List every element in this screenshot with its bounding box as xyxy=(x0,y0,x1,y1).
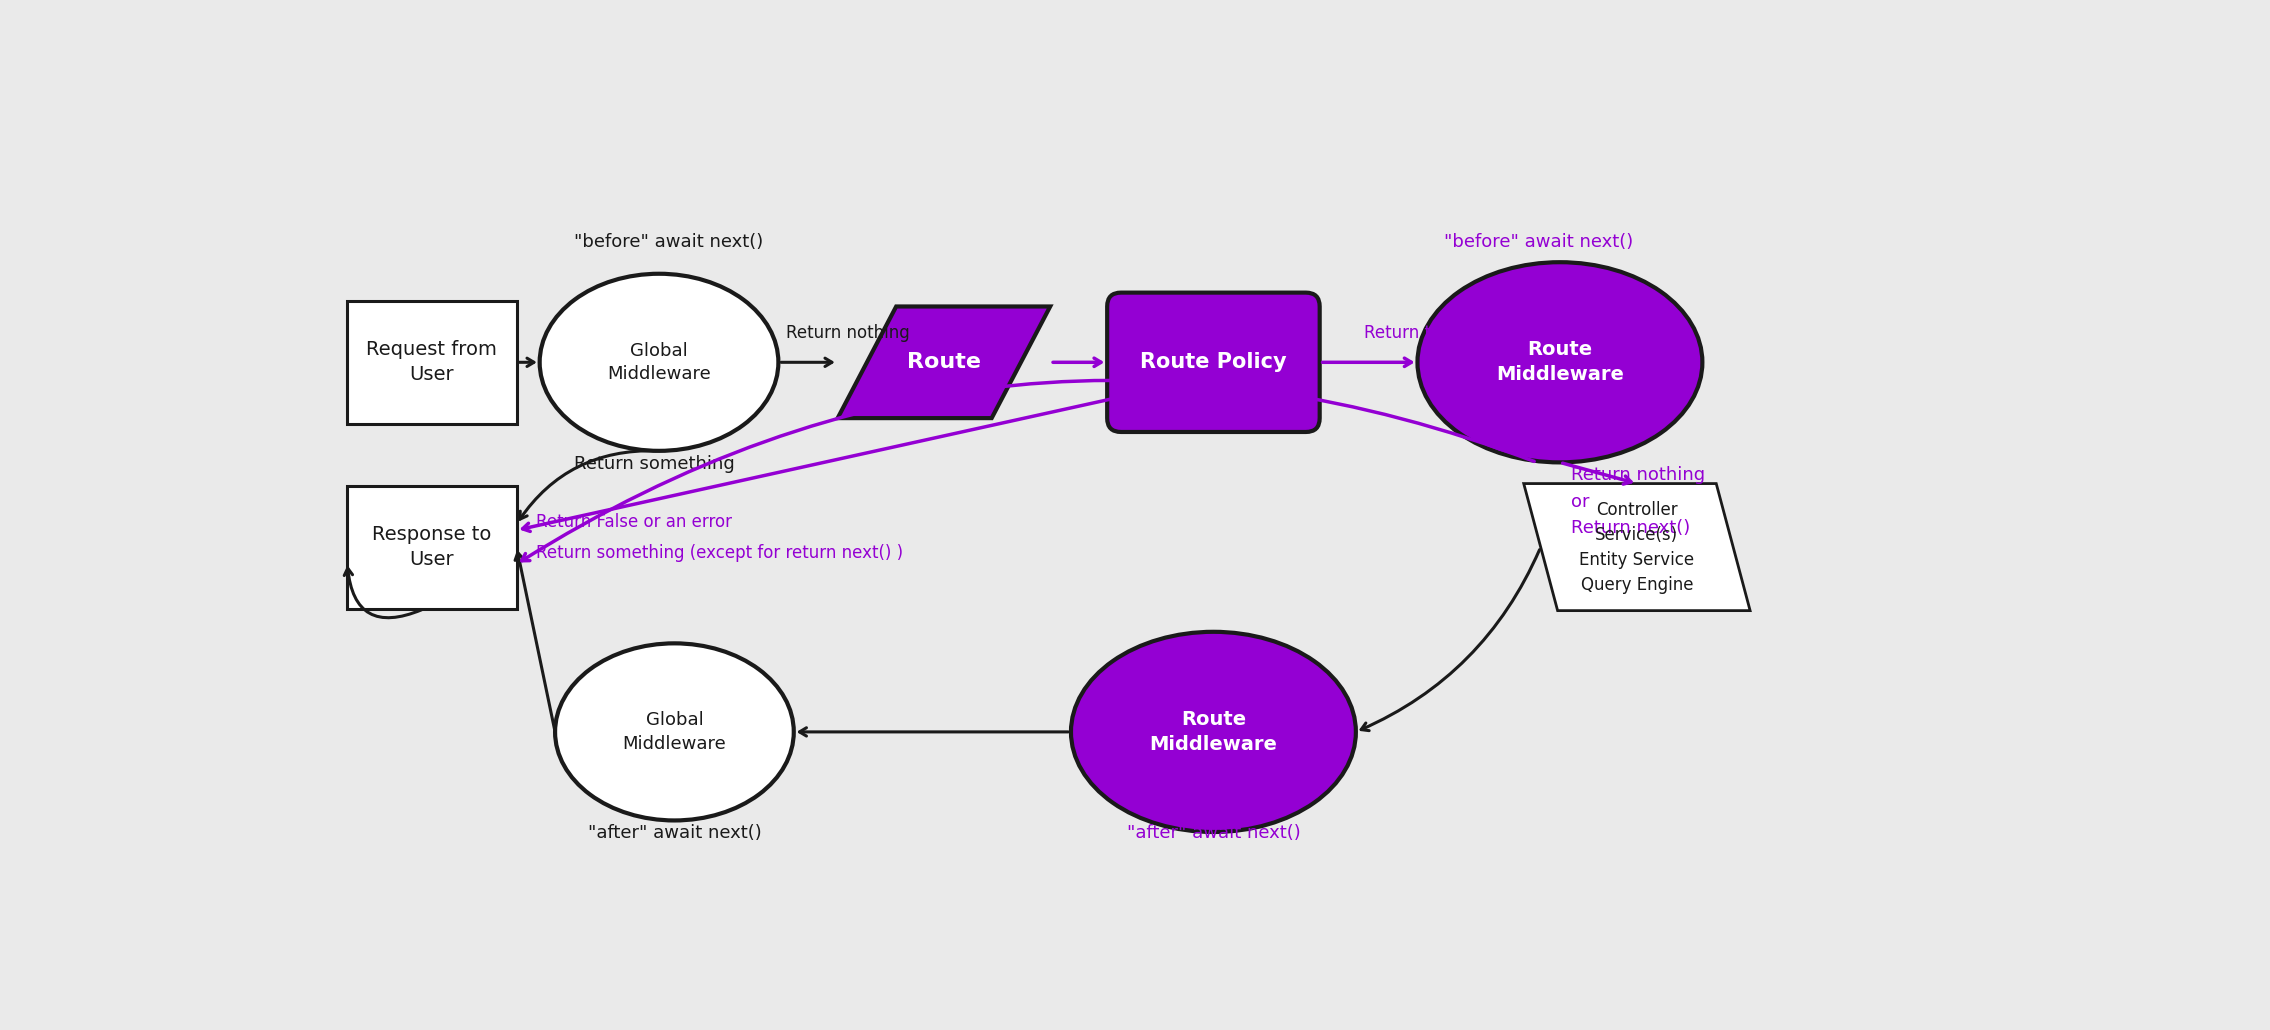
Text: Return something (except for return next() ): Return something (except for return next… xyxy=(536,544,903,562)
Text: Route: Route xyxy=(908,352,981,372)
Ellipse shape xyxy=(1416,263,1702,462)
Text: Return nothing
or
Return next(): Return nothing or Return next() xyxy=(1571,467,1705,537)
Polygon shape xyxy=(1523,483,1750,611)
Text: Global
Middleware: Global Middleware xyxy=(622,711,726,753)
Text: "after" await next(): "after" await next() xyxy=(588,824,760,843)
Text: Response to
User: Response to User xyxy=(372,525,493,570)
Text: Return something: Return something xyxy=(574,454,735,473)
Ellipse shape xyxy=(1071,631,1355,832)
Text: Return true: Return true xyxy=(1364,323,1457,342)
Text: "before" await next(): "before" await next() xyxy=(1444,233,1634,250)
Text: "before" await next(): "before" await next() xyxy=(574,233,763,250)
Text: Global
Middleware: Global Middleware xyxy=(606,342,711,383)
Ellipse shape xyxy=(540,274,779,451)
Text: Route
Middleware: Route Middleware xyxy=(1149,710,1278,754)
FancyBboxPatch shape xyxy=(347,485,518,609)
Text: Return False or an error: Return False or an error xyxy=(536,514,731,531)
Text: Request from
User: Request from User xyxy=(365,340,497,384)
Text: "after" await next(): "after" await next() xyxy=(1126,824,1301,843)
Text: Route
Middleware: Route Middleware xyxy=(1496,340,1623,384)
Polygon shape xyxy=(838,307,1051,418)
Text: Return nothing: Return nothing xyxy=(785,323,910,342)
FancyBboxPatch shape xyxy=(1108,293,1319,432)
Text: Route Policy: Route Policy xyxy=(1140,352,1287,372)
Text: Controller
Service(s)
Entity Service
Query Engine: Controller Service(s) Entity Service Que… xyxy=(1580,501,1693,593)
FancyBboxPatch shape xyxy=(347,301,518,424)
Ellipse shape xyxy=(556,644,794,821)
